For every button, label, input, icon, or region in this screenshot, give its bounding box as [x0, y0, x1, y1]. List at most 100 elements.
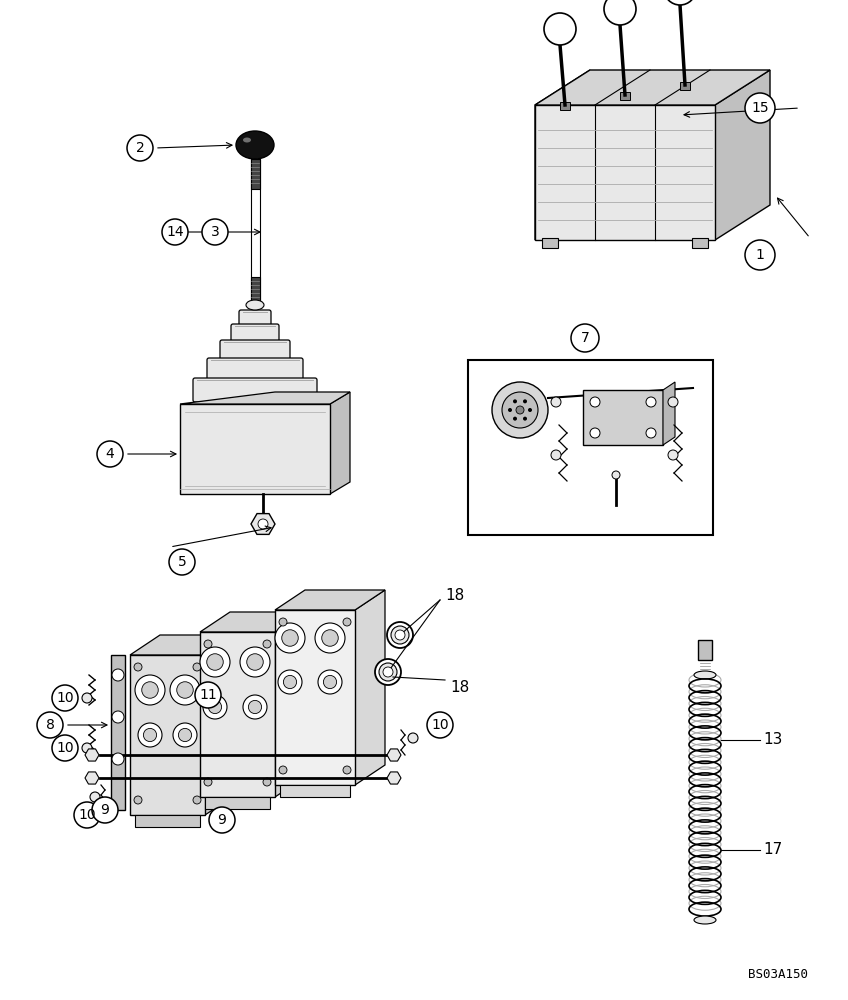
Circle shape — [258, 519, 268, 529]
Circle shape — [248, 700, 261, 714]
Polygon shape — [715, 70, 770, 240]
Text: 3: 3 — [210, 225, 220, 239]
Circle shape — [318, 670, 342, 694]
Bar — [205, 797, 270, 809]
Circle shape — [321, 630, 338, 646]
Circle shape — [82, 743, 92, 753]
Circle shape — [387, 622, 413, 648]
Text: 15: 15 — [751, 101, 769, 115]
Circle shape — [664, 0, 696, 5]
Circle shape — [668, 450, 678, 460]
Circle shape — [343, 618, 351, 626]
Circle shape — [193, 663, 201, 671]
Polygon shape — [275, 590, 385, 610]
Bar — [111, 655, 125, 810]
FancyBboxPatch shape — [239, 310, 271, 326]
Circle shape — [516, 406, 524, 414]
Bar — [620, 92, 630, 100]
Circle shape — [513, 417, 517, 421]
Circle shape — [112, 753, 124, 765]
Circle shape — [263, 778, 271, 786]
Text: 10: 10 — [431, 718, 449, 732]
Text: 9: 9 — [101, 803, 109, 817]
Circle shape — [668, 397, 678, 407]
Circle shape — [178, 728, 192, 742]
Ellipse shape — [694, 671, 716, 679]
Circle shape — [195, 682, 221, 708]
Circle shape — [513, 399, 517, 403]
Circle shape — [204, 778, 212, 786]
Bar — [542, 238, 558, 248]
Text: 2: 2 — [136, 141, 144, 155]
Circle shape — [112, 711, 124, 723]
Circle shape — [134, 796, 142, 804]
Circle shape — [343, 766, 351, 774]
Circle shape — [193, 796, 201, 804]
Circle shape — [112, 669, 124, 681]
Circle shape — [200, 647, 230, 677]
Circle shape — [278, 670, 302, 694]
FancyBboxPatch shape — [207, 358, 303, 380]
Circle shape — [646, 397, 656, 407]
Circle shape — [590, 428, 600, 438]
Bar — [468, 360, 713, 535]
Circle shape — [275, 623, 305, 653]
Circle shape — [127, 135, 153, 161]
Bar — [251, 277, 260, 305]
Circle shape — [395, 630, 405, 640]
Text: BS03A150: BS03A150 — [748, 968, 808, 982]
Circle shape — [138, 723, 162, 747]
Text: 13: 13 — [763, 732, 783, 748]
Circle shape — [551, 450, 561, 460]
Bar — [560, 102, 570, 110]
Bar — [135, 815, 200, 827]
Polygon shape — [663, 382, 675, 445]
Ellipse shape — [694, 916, 716, 924]
Circle shape — [391, 626, 409, 644]
FancyBboxPatch shape — [231, 324, 279, 342]
Circle shape — [209, 807, 235, 833]
Polygon shape — [535, 70, 590, 240]
Circle shape — [523, 399, 527, 403]
Polygon shape — [205, 635, 235, 815]
Text: 4: 4 — [106, 447, 114, 461]
Circle shape — [283, 675, 297, 689]
Circle shape — [315, 623, 345, 653]
Polygon shape — [200, 612, 305, 632]
Circle shape — [92, 797, 118, 823]
Bar — [180, 404, 330, 494]
Circle shape — [162, 219, 188, 245]
Text: 7: 7 — [581, 331, 589, 345]
Circle shape — [745, 240, 775, 270]
Circle shape — [551, 397, 561, 407]
Polygon shape — [330, 392, 350, 494]
Circle shape — [143, 728, 157, 742]
Bar — [130, 655, 205, 815]
Circle shape — [142, 682, 159, 698]
Ellipse shape — [246, 300, 264, 310]
Circle shape — [379, 663, 397, 681]
Circle shape — [82, 693, 92, 703]
Circle shape — [604, 0, 636, 25]
Text: 11: 11 — [199, 688, 217, 702]
Circle shape — [427, 712, 453, 738]
Bar — [251, 159, 260, 189]
Circle shape — [169, 549, 195, 575]
Circle shape — [52, 685, 78, 711]
Circle shape — [173, 723, 197, 747]
Text: 8: 8 — [46, 718, 54, 732]
Circle shape — [571, 324, 599, 352]
Bar — [275, 610, 355, 785]
Ellipse shape — [236, 131, 274, 159]
Text: 10: 10 — [78, 808, 96, 822]
Circle shape — [176, 682, 193, 698]
Text: 5: 5 — [177, 555, 187, 569]
Text: 1: 1 — [756, 248, 764, 262]
Ellipse shape — [243, 137, 251, 142]
Circle shape — [263, 640, 271, 648]
Circle shape — [646, 428, 656, 438]
Polygon shape — [535, 70, 770, 105]
FancyBboxPatch shape — [193, 378, 317, 402]
Bar — [200, 632, 275, 797]
Circle shape — [590, 397, 600, 407]
